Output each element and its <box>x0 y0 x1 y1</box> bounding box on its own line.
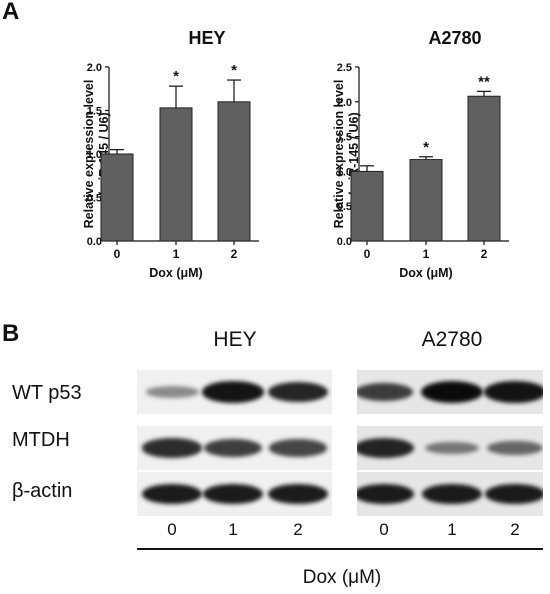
chart-title: HEY <box>188 28 225 48</box>
cell-line-title: A2780 <box>421 328 483 351</box>
bar <box>409 159 443 242</box>
x-tick-label: 1 <box>173 247 180 261</box>
lane-number: 1 <box>447 520 457 539</box>
significance-marker: * <box>423 139 429 156</box>
blot-strip <box>357 426 543 470</box>
significance-marker: ** <box>478 73 490 90</box>
y-axis-label: Relative expression level <box>82 80 96 229</box>
x-axis-label: Dox (μM) <box>149 266 202 280</box>
blot-strip <box>137 426 332 470</box>
blot-band <box>357 438 415 458</box>
y-tick-label: 1.5 <box>337 132 352 144</box>
blot-band <box>424 441 480 455</box>
y-tick-label: 0.0 <box>87 236 102 248</box>
blot-band <box>487 440 543 456</box>
blot-band <box>202 381 264 403</box>
cell-line-title: HEY <box>213 328 257 351</box>
panel-label-b: B <box>2 320 20 347</box>
x-tick-label: 2 <box>481 247 488 261</box>
dose-axis-line <box>137 548 543 550</box>
blot-band <box>357 483 415 505</box>
blot-band <box>145 386 199 398</box>
protein-label: WT p53 <box>12 382 82 404</box>
hey-bar-chart: HEY 0.0 0.5 1.0 1.5 2.0 Relative expression le… <box>82 28 259 280</box>
y-tick-label: 1.0 <box>87 149 102 161</box>
blot-band <box>203 439 263 457</box>
y-tick-label: 0.5 <box>337 201 352 213</box>
x-tick-label: 2 <box>231 247 238 261</box>
y-tick-label: 2.0 <box>337 97 352 109</box>
a2780-bar-chart: A2780 0.0 0.5 1.0 1.5 2.0 2.5 Relative expressi… <box>332 28 509 280</box>
x-tick-label: 0 <box>364 247 371 261</box>
chart-title: A2780 <box>428 28 481 48</box>
bar <box>350 170 384 242</box>
significance-marker: * <box>173 68 179 85</box>
y-axis-label: Relative expression level <box>332 80 346 229</box>
blot-band <box>267 382 329 402</box>
blot-band <box>357 383 414 401</box>
blot-strip <box>137 370 332 414</box>
x-tick-label: 0 <box>114 247 121 261</box>
y-tick-label: 1.0 <box>337 166 352 178</box>
blot-band <box>484 381 543 403</box>
blot-band <box>202 483 264 505</box>
bar <box>159 107 193 242</box>
blot-band <box>269 439 327 457</box>
lane-number: 0 <box>379 520 389 539</box>
significance-marker: * <box>231 62 237 79</box>
dose-axis-label: Dox (μM) <box>302 567 382 588</box>
blot-strip <box>357 472 543 516</box>
x-axis-label: Dox (μM) <box>399 266 452 280</box>
lane-number: 2 <box>510 520 520 539</box>
protein-label: MTDH <box>12 429 70 451</box>
panel-label-a: A <box>2 0 20 25</box>
lane-number: 2 <box>293 520 303 539</box>
blot-strip <box>137 472 332 516</box>
lane-number: 0 <box>167 520 177 539</box>
y-tick-label: 2.5 <box>337 62 352 74</box>
bar <box>217 101 251 242</box>
lane-number: 1 <box>228 520 238 539</box>
bar <box>467 95 501 242</box>
y-tick-label: 2.0 <box>87 62 102 74</box>
protein-label: β-actin <box>12 480 73 502</box>
blot-band <box>421 483 483 505</box>
blot-strip <box>357 370 543 414</box>
blot-band <box>484 483 543 505</box>
blot-band <box>421 381 483 403</box>
blot-band <box>141 483 203 505</box>
x-tick-label: 1 <box>423 247 430 261</box>
y-tick-label: 0.5 <box>87 193 102 205</box>
bar <box>100 153 134 242</box>
blot-band <box>267 483 329 505</box>
y-tick-label: 1.5 <box>87 106 102 118</box>
y-tick-label: 0.0 <box>337 236 352 248</box>
blot-band <box>142 438 202 458</box>
